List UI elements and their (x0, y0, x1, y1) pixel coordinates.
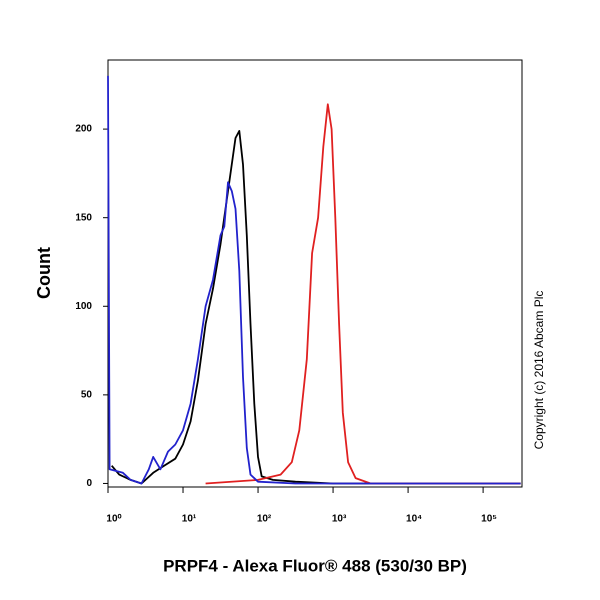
x-tick-label: 10² (257, 514, 272, 525)
plot-frame (107, 59, 523, 488)
x-tick-label: 10¹ (182, 514, 197, 525)
x-tick-label: 10⁴ (406, 514, 422, 525)
x-tick-label: 10³ (332, 514, 347, 525)
y-axis-label: Count (34, 247, 54, 299)
y-tick-label: 150 (75, 212, 92, 223)
y-tick-label: 100 (75, 301, 92, 312)
y-tick-label: 0 (86, 478, 92, 489)
histogram-line (205, 103, 521, 485)
x-tick-label: 10⁰ (106, 514, 121, 525)
x-axis-label: PRPF4 - Alexa Fluor® 488 (530/30 BP) (163, 556, 467, 575)
histogram-line (107, 75, 521, 485)
x-tick-label: 10⁵ (481, 514, 497, 525)
y-tick-label: 50 (81, 390, 93, 401)
y-tick-label: 200 (75, 124, 92, 135)
copyright: Copyright (c) 2016 Abcam Plc (532, 291, 546, 450)
histogram-line (111, 130, 521, 485)
